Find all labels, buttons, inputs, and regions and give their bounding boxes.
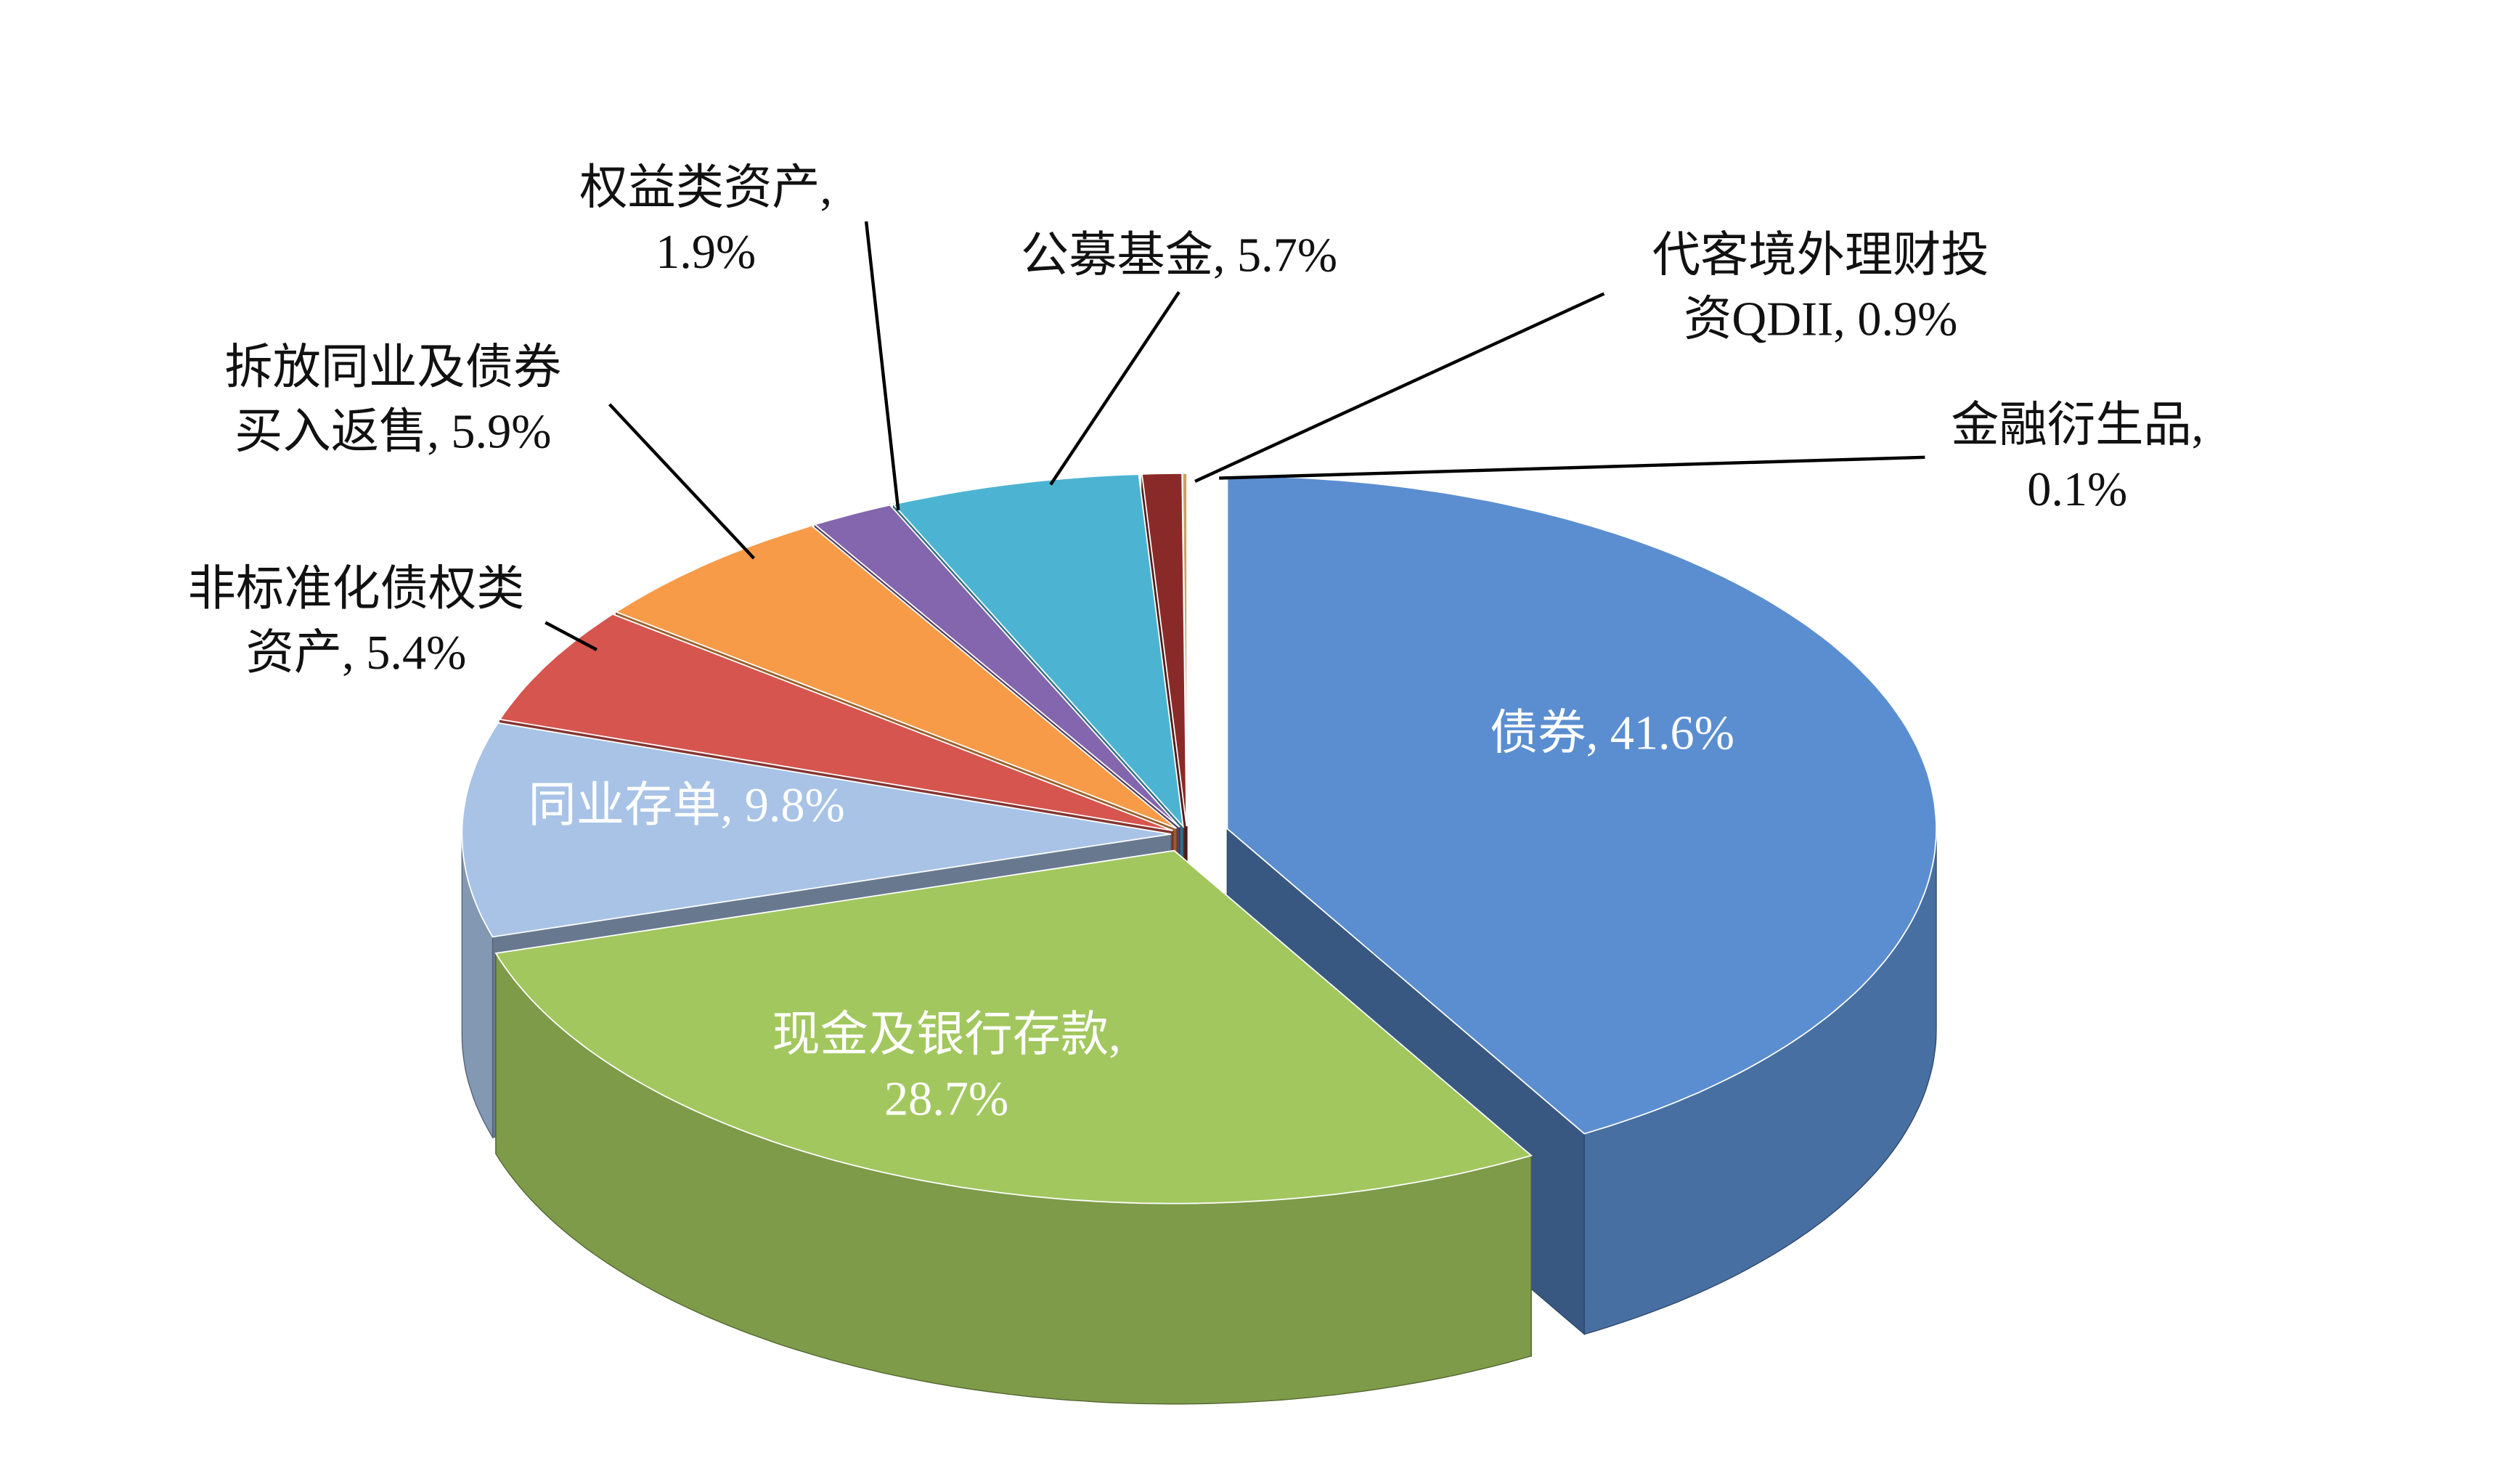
leader-line [1194,292,1605,483]
slice-label: 0.1% [2027,463,2127,516]
slice-label: 买入返售, 5.9% [235,405,551,458]
slice-top [813,504,1180,828]
slice-label: 公募基金, 5.7% [1021,229,1337,282]
leader-line [1219,455,1925,480]
slice-top [614,524,1177,829]
slice-label: 拆放同业及债券 [224,341,561,394]
leader-line [1049,291,1180,486]
slice-label: 资产, 5.4% [246,627,467,680]
slice-label: 代客境外理财投 [1652,229,1989,282]
slice-label: 金融衍生品, [1951,399,2203,452]
slice-label: 1.9% [656,226,756,279]
slice-top [461,722,1172,938]
slice-top [1226,475,1937,1135]
slice-label: 资QDII, 0.9% [1684,293,1957,346]
slice-label: 债券, 41.6% [1490,707,1734,760]
leader-line [608,403,756,560]
leader-line [864,221,900,510]
slice-top [499,613,1173,831]
slice-label: 同业存单, 9.8% [529,779,845,832]
slice-label: 28.7% [884,1072,1008,1125]
slice-label: 非标准化债权类 [188,563,525,616]
slice-label: 权益类资产, [579,161,832,214]
slice-top [494,849,1533,1204]
leader-line [545,621,598,651]
slice-label: 现金及银行存款, [772,1008,1120,1061]
slice-top [892,473,1184,829]
slice-top [1181,473,1188,827]
